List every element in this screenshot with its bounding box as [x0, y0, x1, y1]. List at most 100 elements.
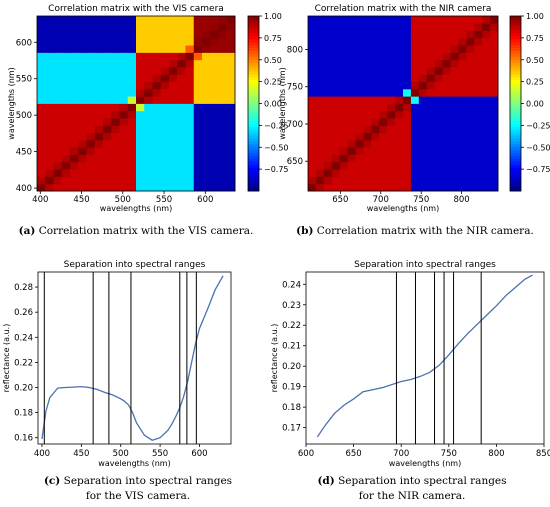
heatmap-cell [70, 59, 79, 68]
heatmap-cell [442, 118, 451, 126]
heatmap-cell [169, 176, 178, 185]
colorbar-segment [248, 68, 259, 72]
heatmap-cell [185, 118, 195, 126]
heatmap-cell [315, 59, 325, 68]
heatmap-cell [308, 45, 317, 53]
heatmap-cell [442, 161, 451, 170]
heatmap-cell [355, 183, 364, 192]
heatmap-cell [202, 23, 211, 31]
heatmap-cell [226, 176, 236, 185]
heatmap-cell [339, 169, 348, 177]
heatmap-cell [363, 132, 372, 141]
heatmap-cell [78, 176, 87, 185]
heatmap-cell [331, 37, 341, 46]
heatmap-cell [323, 103, 333, 112]
heatmap-cell [160, 88, 170, 97]
heatmap-cell [119, 81, 129, 90]
colorbar-segment [510, 62, 521, 66]
heatmap-cell [387, 183, 396, 192]
heatmap-cell [450, 88, 459, 97]
heatmap-cell [403, 139, 412, 148]
heatmap-b: 650 700 750 800 650 700 750 800 Correlation matr… [278, 4, 550, 213]
heatmap-cell [45, 59, 54, 68]
heatmap-cell [308, 103, 317, 112]
heatmap-cell [177, 81, 186, 90]
heatmap-cell [53, 139, 63, 148]
heatmap-cell [474, 16, 483, 24]
y-tick-label: 0.16 [14, 434, 33, 444]
heatmap-cell [210, 176, 219, 185]
heatmap-cell [323, 45, 333, 53]
heatmap-cell [355, 176, 364, 185]
y-tick-label: 400 [16, 184, 32, 194]
heatmap-cell [169, 147, 178, 155]
heatmap-cell [308, 88, 317, 97]
heatmap-cell [136, 110, 145, 119]
heatmap-cell [152, 52, 162, 61]
colorbar-segment [510, 74, 521, 78]
heatmap-cell [70, 16, 79, 24]
heatmap-cell [61, 16, 71, 24]
heatmap-cell [466, 103, 475, 112]
heatmap-cell [442, 169, 451, 177]
heatmap-cell [482, 161, 491, 170]
heatmap-cell [410, 161, 420, 170]
heatmap-cell [450, 132, 459, 141]
heatmap-cell [387, 176, 396, 185]
heatmap-cell [160, 67, 170, 75]
heatmap-cell [395, 154, 404, 163]
heatmap-cell [218, 45, 228, 53]
heatmap-cell [127, 81, 137, 90]
heatmap-cell [466, 74, 475, 83]
heatmap-cell [355, 16, 364, 24]
heatmap-cell [474, 30, 483, 39]
heatmap-cell [403, 16, 412, 24]
heatmap-cell [387, 81, 396, 90]
heatmap-cell [450, 176, 459, 185]
heatmap-cell [331, 88, 341, 97]
caption-a: (a) Correlation matrix with the VIS came… [2, 224, 270, 239]
heatmap-cell [458, 125, 467, 134]
heatmap-cell [410, 103, 420, 112]
heatmap-cell [371, 118, 380, 126]
heatmap-cell [136, 45, 145, 53]
y-tick-label: 0.22 [14, 358, 33, 368]
heatmap-cell [160, 52, 170, 61]
heatmap-cell [403, 176, 412, 185]
heatmap-cell [363, 88, 372, 97]
heatmap-cell [111, 110, 120, 119]
heatmap-cell [70, 37, 79, 46]
heatmap-cell [61, 154, 71, 163]
heatmap-cell [315, 16, 325, 24]
heatmap-cell [136, 161, 145, 170]
heatmap-cell [185, 154, 195, 163]
heatmap-cell [387, 37, 396, 46]
heatmap-cell [144, 23, 153, 31]
heatmap-cell [442, 23, 451, 31]
heatmap-cell [61, 52, 71, 61]
heatmap-cell [127, 132, 137, 141]
colorbar-segment [510, 150, 521, 154]
heatmap-cell [202, 45, 211, 53]
heatmap-cell [403, 59, 412, 68]
heatmap-cell [308, 132, 317, 141]
heatmap-cell [371, 103, 380, 112]
heatmap-cell [395, 169, 404, 177]
heatmap-cell [202, 161, 211, 170]
heatmap-cell [144, 183, 153, 192]
heatmap-cell [177, 176, 186, 185]
colorbar-segment [510, 56, 521, 61]
heatmap-cell [434, 52, 443, 61]
heatmap-cell [78, 110, 87, 119]
heatmap-cell [339, 74, 348, 83]
heatmap-cell [418, 52, 428, 61]
colorbar-tick-label: 0.50 [526, 56, 544, 65]
heatmap-cell [226, 81, 236, 90]
heatmap-cell [323, 52, 333, 61]
heatmap-cell [94, 169, 104, 177]
heatmap-cell [136, 96, 145, 104]
colorbar-segment [510, 188, 521, 192]
heatmap-cell [315, 30, 325, 39]
heatmap-cell [193, 154, 203, 163]
heatmap-cell [490, 16, 499, 24]
